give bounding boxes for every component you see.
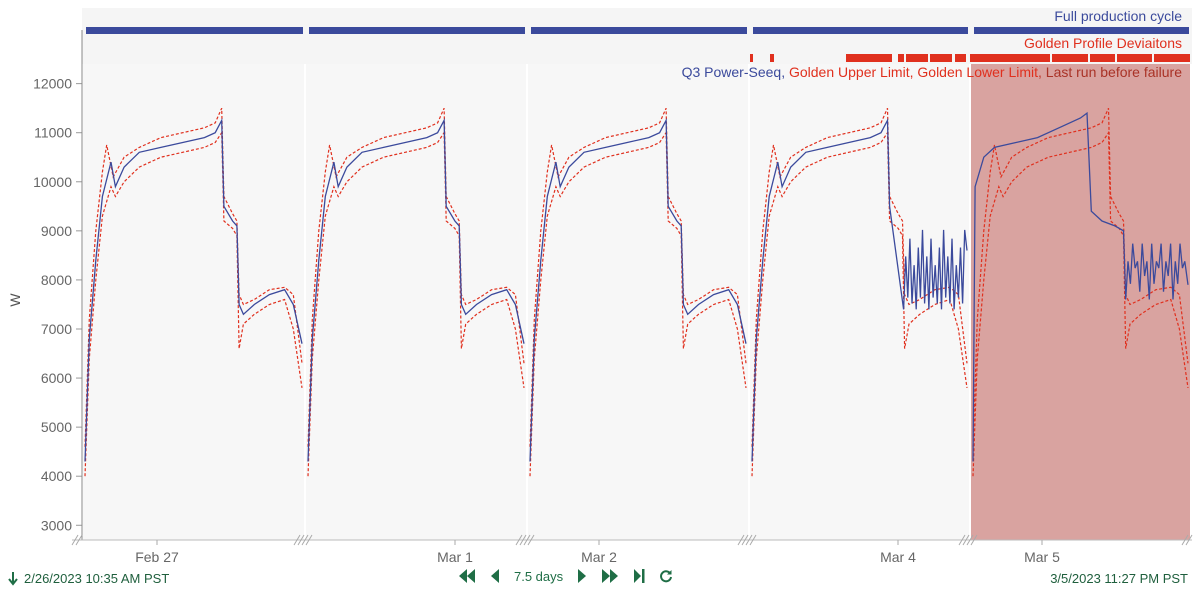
- arrow-down-icon: [8, 571, 18, 586]
- q3-power-line: [307, 117, 525, 462]
- y-tick-label: 7000: [41, 321, 72, 337]
- y-tick-label: 12000: [33, 76, 72, 92]
- cycle-shade-5: [971, 64, 1190, 540]
- x-tick-label: Mar 1: [437, 549, 473, 565]
- y-tick-label: 4000: [41, 468, 72, 484]
- right-icon: [578, 569, 587, 583]
- legend-q3-power: Q3 Power-Seeq: [682, 64, 782, 80]
- deviation-capsule: [770, 54, 774, 62]
- step-back-button[interactable]: [490, 568, 500, 584]
- golden-lower-line: [529, 130, 747, 477]
- deviation-capsule: [930, 54, 952, 62]
- y-axis: 3000 4000 5000 6000 7000 8000 9000 10000 11000 12…: [33, 76, 82, 533]
- legend: Q3 Power-Seeq, Golden Upper Limit, Golde…: [682, 64, 1183, 80]
- golden-upper-line: [751, 107, 968, 447]
- production-capsule: [753, 27, 968, 34]
- deviation-gap: [1152, 54, 1154, 62]
- x-tick-label: Mar 2: [581, 549, 617, 565]
- y-tick-label: 6000: [41, 370, 72, 386]
- deviation-capsule: [846, 54, 892, 62]
- axis-break-mark: [293, 534, 305, 546]
- golden-lower-line: [751, 130, 968, 477]
- legend-separator: ,: [1038, 64, 1046, 80]
- axis-break-mark: [523, 534, 535, 546]
- q3-power-line: [751, 117, 968, 462]
- golden-lower-line: [972, 130, 1189, 477]
- axis-break-mark: [958, 534, 970, 546]
- production-capsule: [309, 27, 525, 34]
- lane-label-deviations: Golden Profile Deviaitons: [1024, 35, 1182, 51]
- range-start[interactable]: 2/26/2023 10:35 AM PST: [8, 571, 169, 586]
- axis-break-mark: [737, 534, 749, 546]
- deviation-gap: [1050, 54, 1052, 62]
- golden-upper-line: [307, 107, 525, 447]
- y-tick-label: 5000: [41, 419, 72, 435]
- y-tick-label: 10000: [33, 174, 72, 190]
- golden-upper-line: [529, 107, 747, 447]
- axis-break-mark: [71, 534, 83, 546]
- deviation-capsule: [955, 54, 966, 62]
- capsule-bars: [86, 27, 1190, 62]
- axis-break-mark: [966, 534, 978, 546]
- lane-label-production: Full production cycle: [1054, 8, 1182, 24]
- cycle-shade-3: [528, 64, 748, 540]
- cycle-shading: [83, 64, 1190, 540]
- y-axis-label: W: [7, 293, 23, 307]
- step-forward-far-button[interactable]: [601, 568, 619, 584]
- q3-power-line: [84, 117, 303, 462]
- step-forward-button[interactable]: [577, 568, 587, 584]
- deviation-gap: [1115, 54, 1117, 62]
- q3-power-line: [529, 117, 747, 462]
- y-tick-label: 3000: [41, 517, 72, 533]
- skip-end-icon: [634, 569, 645, 583]
- production-capsule: [974, 27, 1189, 34]
- production-capsule: [86, 27, 303, 34]
- x-axis-ticks: Feb 27 Mar 1 Mar 2 Mar 4 Mar 5: [135, 540, 1060, 565]
- cycle-shade-1: [83, 64, 304, 540]
- production-capsule: [531, 27, 747, 34]
- golden-lower-line: [84, 130, 303, 477]
- time-navigation: 7.5 days: [458, 568, 673, 584]
- axis-break-mark: [301, 534, 313, 546]
- legend-last-run: Last run before failure: [1046, 64, 1182, 80]
- series-group: [84, 107, 1189, 477]
- range-end-label: 3/5/2023 11:27 PM PST: [1050, 571, 1188, 586]
- axis-break-mark: [1181, 534, 1193, 546]
- x-axis-breaks: [71, 534, 1193, 546]
- y-tick-label: 11000: [34, 125, 72, 141]
- step-back-far-button[interactable]: [458, 568, 476, 584]
- double-right-icon: [602, 569, 619, 583]
- cycle-shade-2: [306, 64, 526, 540]
- golden-upper-line: [972, 107, 1189, 447]
- deviation-capsule: [898, 54, 904, 62]
- cycle-shade-4: [750, 64, 969, 540]
- golden-upper-line: [84, 107, 303, 447]
- y-tick-label: 9000: [41, 223, 72, 239]
- deviation-capsule: [750, 54, 753, 62]
- double-left-icon: [459, 569, 475, 583]
- deviation-capsule: [970, 54, 1190, 62]
- refresh-button[interactable]: [659, 569, 673, 583]
- x-tick-label: Mar 4: [880, 549, 916, 565]
- legend-golden-upper: Golden Upper Limit: [789, 64, 910, 80]
- y-tick-label: 8000: [41, 272, 72, 288]
- legend-separator: ,: [781, 64, 789, 80]
- jump-to-now-button[interactable]: [633, 568, 645, 584]
- refresh-icon: [660, 570, 673, 583]
- range-end[interactable]: 3/5/2023 11:27 PM PST: [1050, 571, 1188, 586]
- q3-power-line: [972, 111, 1189, 462]
- legend-separator: ,: [910, 64, 918, 80]
- x-tick-label: Feb 27: [135, 549, 179, 565]
- x-tick-label: Mar 5: [1024, 549, 1060, 565]
- legend-golden-lower: Golden Lower Limit: [917, 64, 1038, 80]
- range-start-label: 2/26/2023 10:35 AM PST: [24, 571, 170, 586]
- golden-lower-line: [307, 130, 525, 477]
- deviation-capsule: [906, 54, 928, 62]
- axis-break-mark: [515, 534, 527, 546]
- left-icon: [491, 569, 499, 583]
- axis-break-mark: [745, 534, 757, 546]
- duration-label[interactable]: 7.5 days: [514, 568, 564, 584]
- deviation-gap: [1088, 54, 1090, 62]
